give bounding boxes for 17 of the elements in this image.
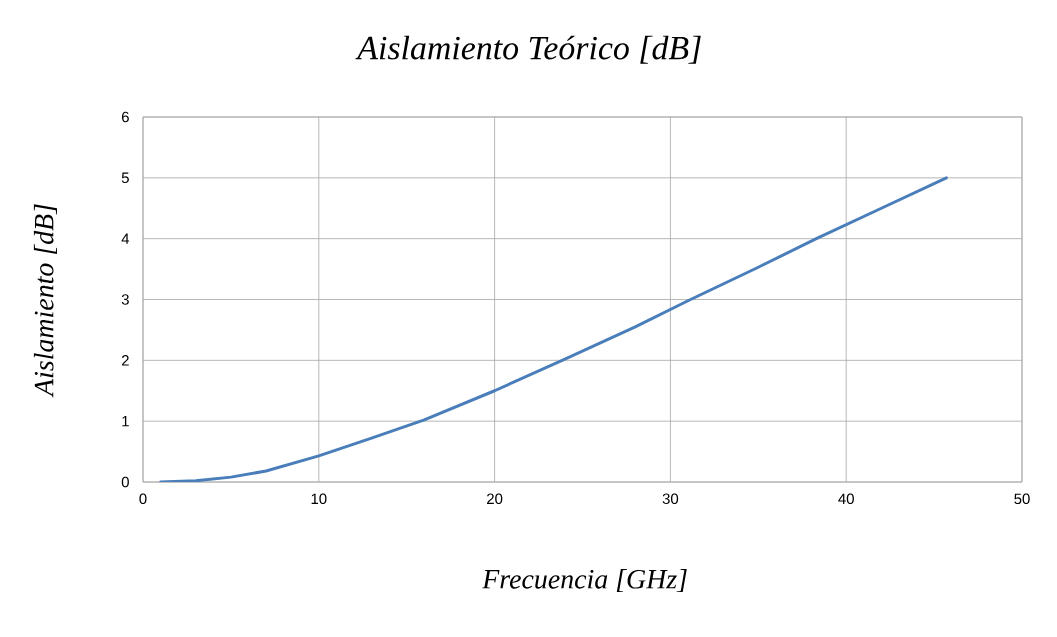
x-tick-label: 0 <box>139 493 147 505</box>
x-tick-label: 50 <box>1014 493 1030 505</box>
line-series <box>159 176 948 482</box>
x-tick-label: 40 <box>838 493 854 505</box>
x-tick-label: 30 <box>662 493 679 505</box>
y-tick-label: 1 <box>122 416 129 427</box>
y-tick-label: 6 <box>121 111 129 123</box>
y-axis-title: Aislamiento [dB] <box>33 204 57 398</box>
x-tick-label: 20 <box>487 493 503 505</box>
y-tick-label: 4 <box>121 233 130 244</box>
x-tick-label: 10 <box>311 493 327 505</box>
y-tick-label: 2 <box>121 355 129 366</box>
chart-title: Aislamiento Teórico [dB] <box>355 35 701 64</box>
x-axis-title: Frecuencia [GHz] <box>482 569 687 593</box>
y-tick-label: 3 <box>121 294 129 305</box>
y-tick-label: 5 <box>121 172 129 184</box>
y-tick-label: 0 <box>121 476 129 488</box>
